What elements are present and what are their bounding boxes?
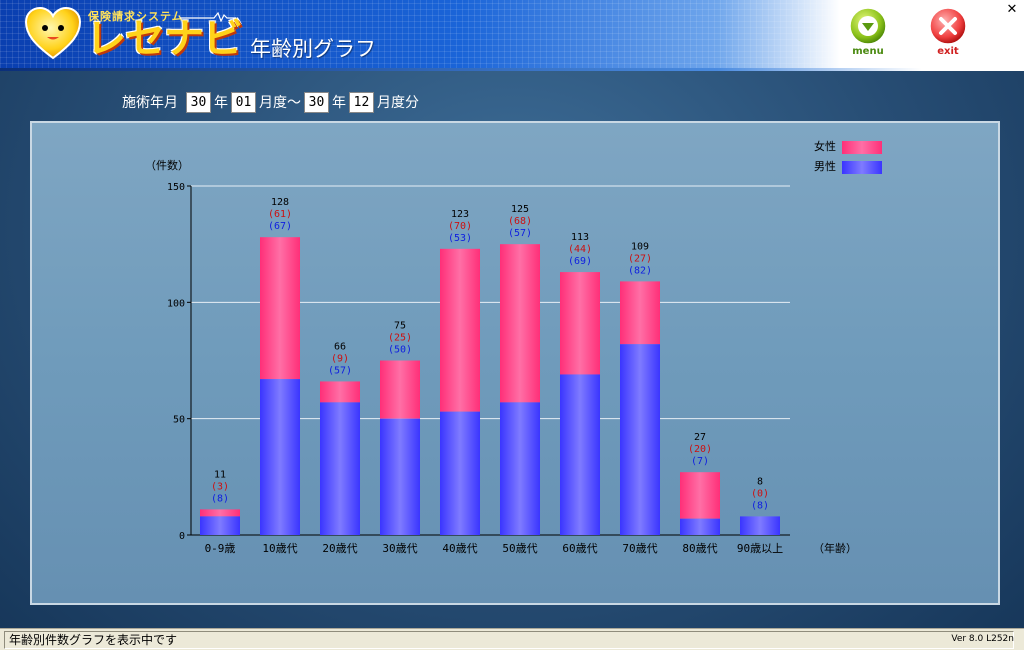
version-label: Ver 8.0 L252n (951, 634, 1014, 644)
x-tick-label: 40歳代 (442, 542, 477, 555)
legend-female-label: 女性 (814, 139, 836, 153)
bar-male-label: (8) (211, 493, 229, 504)
exit-label: exit (937, 46, 959, 57)
bar-male (500, 402, 540, 535)
window-close-icon[interactable]: ✕ (1006, 2, 1018, 17)
bar-male (260, 379, 300, 535)
bar-male (620, 344, 660, 535)
y-axis-title: （件数） (145, 159, 189, 172)
exit-button[interactable]: exit (924, 6, 972, 64)
bar-female-label: (20) (688, 444, 712, 455)
exit-x-icon (929, 7, 967, 45)
bar-female-label: (44) (568, 244, 592, 255)
from-year-input[interactable] (186, 91, 211, 113)
legend-male-label: 男性 (814, 159, 836, 173)
bar-female (380, 360, 420, 419)
menu-label: menu (852, 46, 884, 57)
bar-female-label: (61) (268, 209, 292, 220)
bar-male-label: (57) (508, 228, 532, 239)
x-tick-label: 90歳以上 (737, 542, 783, 555)
bar-female (260, 237, 300, 380)
y-tick-label: 150 (167, 182, 185, 193)
bar-female-label: (70) (448, 221, 472, 232)
bar-female-label: (0) (751, 488, 769, 499)
bar-male-label: (57) (328, 365, 352, 376)
bar-female-label: (68) (508, 216, 532, 227)
app-header: 保険請求システム レセナビ 年齢別グラフ menu (0, 0, 1024, 70)
bar-male-label: (69) (568, 256, 592, 267)
legend-male-swatch (842, 161, 882, 174)
bar-total-label: 109 (631, 241, 649, 252)
bar-total-label: 125 (511, 204, 529, 215)
bar-total-label: 128 (271, 197, 289, 208)
bar-male-label: (8) (751, 500, 769, 511)
bar-female (440, 248, 480, 412)
date-range-filter: 施術年月 年 月度〜 年 月度分 (122, 91, 419, 113)
x-tick-label: 80歳代 (682, 542, 717, 555)
bar-male-label: (7) (691, 456, 709, 467)
bar-female (320, 381, 360, 403)
menu-down-arrow-icon (849, 7, 887, 45)
x-axis-title: （年齢） (813, 541, 857, 555)
bar-total-label: 66 (334, 341, 346, 352)
y-tick-label: 0 (179, 531, 185, 542)
menu-button[interactable]: menu (844, 6, 892, 64)
x-tick-label: 20歳代 (322, 542, 357, 555)
status-message: 年齢別件数グラフを表示中です (4, 631, 1014, 649)
logo-subtitle: 保険請求システム (88, 10, 184, 23)
bar-male (320, 402, 360, 535)
age-bar-chart: 050100150（件数）（年齢）11(3)(8)0-9歳128(61)(67)… (145, 139, 882, 555)
bar-female-label: (9) (331, 353, 349, 364)
bar-male (680, 518, 720, 535)
bar-total-label: 11 (214, 469, 226, 480)
bar-female-label: (25) (388, 333, 412, 344)
bar-female (200, 509, 240, 517)
x-tick-label: 50歳代 (502, 542, 537, 555)
bar-total-label: 75 (394, 321, 406, 332)
bar-male (740, 516, 780, 535)
bar-female-label: (3) (211, 481, 229, 492)
bar-female-label: (27) (628, 253, 652, 264)
bar-male (560, 374, 600, 535)
bar-female (500, 244, 540, 403)
from-year-unit: 年 (214, 95, 228, 111)
to-year-unit: 年 (332, 95, 346, 111)
bar-total-label: 27 (694, 432, 706, 443)
filter-label: 施術年月 (122, 95, 178, 111)
y-tick-label: 100 (167, 298, 185, 309)
bar-male (440, 411, 480, 535)
legend-female-swatch (842, 141, 882, 154)
logo-pulse-line (180, 12, 236, 22)
x-tick-label: 0-9歳 (205, 542, 236, 555)
logo-name: レセナビ (86, 16, 243, 62)
x-tick-label: 70歳代 (622, 542, 657, 555)
to-year-input[interactable] (304, 91, 329, 113)
from-month-unit: 月度〜 (259, 95, 301, 111)
x-tick-label: 10歳代 (262, 542, 297, 555)
x-tick-label: 60歳代 (562, 542, 597, 555)
x-tick-label: 30歳代 (382, 542, 417, 555)
bar-male-label: (67) (268, 221, 292, 232)
chart-panel: 0 50 100 150 （件数） （年齢） 11 (3) (8) 0-9歳 128 (61) (67)… (30, 121, 1000, 605)
bar-female (560, 272, 600, 375)
bar-female (680, 472, 720, 519)
page-title: 年齢別グラフ (250, 37, 376, 61)
to-month-unit: 月度分 (377, 95, 419, 111)
bar-male-label: (82) (628, 265, 652, 276)
heart-logo-icon (24, 6, 82, 60)
header-divider (0, 68, 1024, 71)
status-bar: 年齢別件数グラフを表示中です Ver 8.0 L252n (0, 628, 1024, 650)
bar-male (200, 516, 240, 535)
bar-male-label: (50) (388, 345, 412, 356)
y-tick-label: 50 (173, 415, 185, 426)
bar-male (380, 418, 420, 535)
bar-total-label: 123 (451, 209, 469, 220)
bar-female (620, 281, 660, 345)
bar-total-label: 8 (757, 476, 763, 487)
from-month-input[interactable] (231, 91, 256, 113)
to-month-input[interactable] (349, 91, 374, 113)
bar-total-label: 113 (571, 232, 589, 243)
bar-male-label: (53) (448, 233, 472, 244)
